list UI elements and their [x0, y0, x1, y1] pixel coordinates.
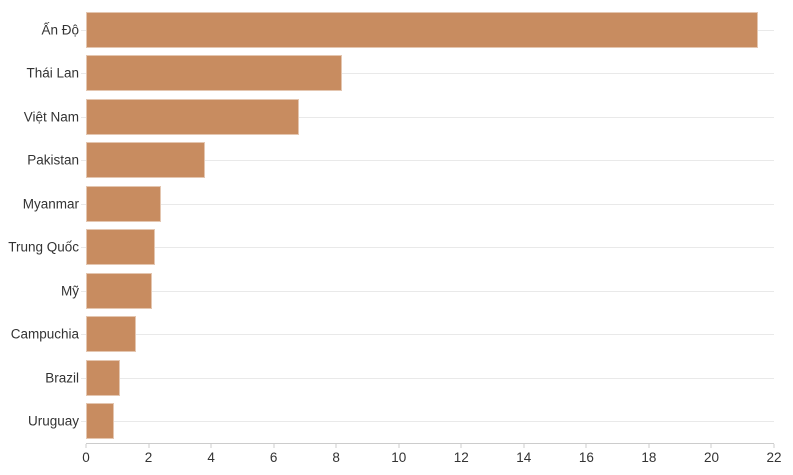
x-axis-tick	[335, 444, 337, 448]
chart-row: Ấn Độ	[41, 8, 774, 52]
x-axis-tick-label: 4	[207, 450, 215, 465]
category-label: Ấn Độ	[41, 22, 79, 38]
row-gridline	[81, 203, 774, 205]
row-gridline	[81, 290, 774, 292]
x-axis-tick-label: 16	[578, 450, 594, 465]
bar-trung-quoc	[86, 229, 155, 266]
x-axis-tick	[773, 444, 775, 448]
x-axis-tick	[398, 444, 400, 448]
x-axis-tick	[273, 444, 275, 448]
bar-thai-lan	[86, 55, 343, 92]
row-gridline	[81, 160, 774, 162]
x-axis-tick	[710, 444, 712, 448]
category-label: Uruguay	[27, 413, 79, 429]
chart-row: Myanmar	[23, 182, 774, 226]
chart-row: Campuchia	[11, 313, 774, 357]
chart-row: Pakistan	[27, 139, 774, 183]
chart-row: Việt Nam	[24, 95, 774, 139]
category-label: Việt Nam	[23, 109, 79, 125]
bar-pakistan	[86, 142, 205, 179]
category-label: Brazil	[45, 370, 79, 386]
x-axis-tick-label: 6	[269, 450, 278, 465]
bar-brazil	[86, 359, 121, 396]
category-label: Trung Quốc	[8, 239, 79, 255]
x-axis-tick-label: 20	[703, 450, 719, 465]
x-axis-tick-label: 2	[144, 450, 153, 465]
x-axis-tick-label: 10	[391, 450, 407, 465]
x-axis-tick	[523, 444, 525, 448]
category-label: Pakistan	[27, 152, 79, 168]
x-axis-tick-label: 8	[332, 450, 340, 465]
chart-row: Thái Lan	[26, 52, 774, 96]
row-gridline	[81, 116, 774, 118]
bar-an-do	[86, 11, 759, 48]
bar-viet-nam	[86, 98, 299, 135]
x-axis-tick	[648, 444, 650, 448]
x-axis-tick-label: 22	[766, 450, 782, 465]
x-axis-tick-label: 18	[641, 450, 657, 465]
category-label: Campuchia	[10, 326, 79, 342]
category-label: Mỹ	[61, 283, 79, 299]
x-axis-tick-label: 12	[453, 450, 469, 465]
x-axis-tick	[85, 444, 87, 448]
chart-row: Uruguay	[28, 400, 774, 444]
category-label: Thái Lan	[26, 65, 79, 81]
chart-row: Trung Quốc	[8, 226, 774, 270]
row-gridline	[81, 73, 774, 75]
x-axis-tick	[585, 444, 587, 448]
bar-myanmar	[86, 185, 162, 222]
x-axis-tick	[148, 444, 150, 448]
row-gridline	[81, 247, 774, 249]
bar-my	[86, 272, 152, 309]
x-axis-tick-label: 0	[82, 450, 90, 465]
chart-row: Mỹ	[61, 269, 774, 313]
bar-campuchia	[86, 316, 137, 353]
x-axis-tick	[460, 444, 462, 448]
row-gridline	[81, 377, 774, 379]
row-gridline	[81, 334, 774, 336]
row-gridline	[81, 421, 774, 423]
x-axis: 0 2 4 6 8 10 12 14 16 18 20 22	[82, 444, 782, 474]
plot-area: Ấn Độ Thái Lan Việt Nam Pakistan Myanmar…	[8, 8, 774, 444]
x-axis-tick	[210, 444, 212, 448]
x-axis-tick-label: 14	[516, 450, 532, 465]
chart-row: Brazil	[45, 356, 774, 400]
bar-uruguay	[86, 403, 115, 440]
category-label: Myanmar	[22, 196, 79, 212]
